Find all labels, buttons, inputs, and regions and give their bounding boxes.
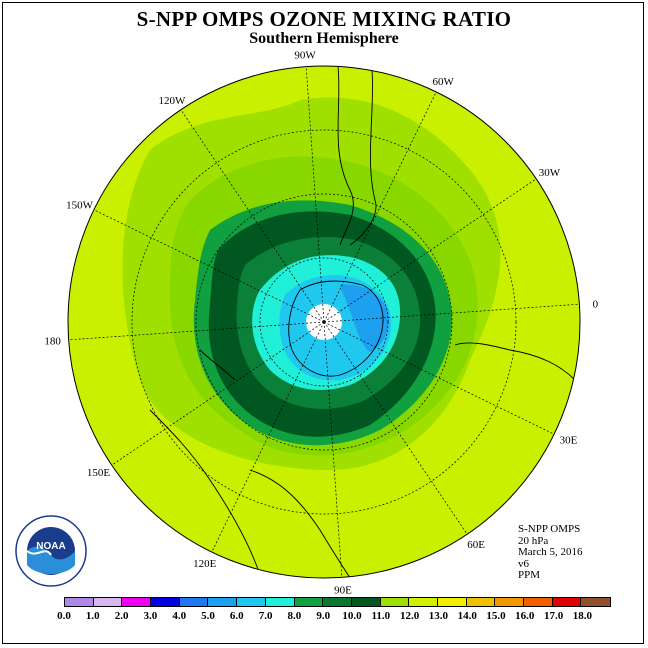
colorbar-swatch: [151, 598, 180, 606]
south-america-coast: [337, 66, 354, 246]
colorbar-swatch: [351, 598, 381, 606]
colorbar-swatch: [122, 598, 152, 606]
longitude-label: 120E: [193, 558, 217, 570]
map-boundary: [67, 65, 581, 579]
colorbar-tick-label: 18.0: [572, 610, 593, 622]
colorbar-tick-label: 4.0: [172, 610, 187, 622]
colorbar-swatch: [524, 598, 553, 606]
meridian-line: [211, 321, 325, 553]
colorbar-tick-label: 16.0: [515, 610, 535, 622]
australia-coast-west: [149, 409, 261, 576]
longitude-label: 0: [593, 298, 599, 310]
colorbar: [64, 597, 612, 607]
colorbar-tick-label: 0.0: [57, 610, 71, 622]
pressure-level-label: 20 hPa: [518, 534, 549, 547]
colorbar-tick-label: 14.0: [457, 610, 477, 622]
antarctica-coast: [288, 280, 384, 377]
map-title: S-NPP OMPS OZONE MIXING RATIO: [136, 7, 512, 31]
meridian-line: [93, 209, 325, 323]
colorbar-swatch: [380, 598, 410, 606]
latitude-circle: [195, 193, 453, 451]
colorbar-tick-label: 5.0: [201, 610, 215, 622]
info-block: S-NPP OMPS 20 hPa March 5, 2016 v6 PPM: [518, 523, 583, 582]
colorbar-swatch: [93, 598, 123, 606]
colorbar-tick-label: 7.0: [258, 610, 273, 622]
colorbar-swatch: [495, 598, 524, 606]
graticule: [68, 66, 580, 578]
colorbar-tick-label: 15.0: [486, 610, 506, 622]
colorbar-swatch: [466, 598, 496, 606]
colorbar-tick-labels: 0.0 1.0 2.0 3.0 4.0 5.0 6.0 7.0 8.0 9.0 10.0 11.0 12…: [0, 610, 648, 624]
latitude-circle: [131, 129, 517, 515]
meridian-line: [323, 178, 537, 323]
longitude-label: 30W: [539, 167, 561, 179]
colorbar-tick-label: 11.0: [371, 610, 391, 622]
noaa-logo-text: NOAA: [36, 541, 65, 552]
meridian-line: [323, 321, 468, 535]
colorbar-tick-label: 3.0: [143, 610, 158, 622]
colorbar-tick-label: 9.0: [316, 610, 331, 622]
longitude-label: 30E: [560, 434, 578, 446]
colorbar-swatch: [323, 598, 352, 606]
version-label: v6: [518, 557, 529, 570]
meridian-line: [323, 91, 437, 323]
longitude-label: 150W: [66, 200, 94, 212]
longitude-label: 90E: [334, 584, 352, 596]
colorbar-tick-label: 6.0: [229, 610, 244, 622]
map-subtitle: Southern Hemisphere: [249, 30, 399, 47]
units-label: PPM: [518, 569, 541, 581]
meridian-line: [323, 321, 343, 578]
colorbar-swatch: [65, 598, 94, 606]
africa-coast: [454, 342, 576, 381]
meridian-line: [68, 321, 325, 341]
longitude-label: 180: [44, 336, 61, 348]
colorbar-tick-label: 1.0: [85, 610, 100, 622]
colorbar-swatch: [265, 598, 295, 606]
instrument-label: S-NPP OMPS: [518, 523, 581, 535]
australia-coast-south: [249, 469, 351, 578]
colorbar-swatch: [294, 598, 324, 606]
colorbar-swatch: [208, 598, 238, 606]
colorbar-swatch: [437, 598, 467, 606]
colorbar-swatch: [237, 598, 266, 606]
longitude-label: 60W: [433, 76, 455, 88]
noaa-logo: NOAA: [15, 515, 87, 587]
meridian-line: [323, 303, 580, 323]
new-zealand-coast: [199, 349, 236, 381]
meridian-line: [111, 321, 325, 466]
colorbar-swatch: [179, 598, 209, 606]
coastlines: [149, 66, 576, 578]
colorbar-swatch: [409, 598, 438, 606]
longitude-label: 60E: [467, 539, 485, 551]
latitude-circle: [259, 257, 389, 387]
colorbar-tick-label: 12.0: [399, 610, 420, 622]
colorbar-swatch: [552, 598, 582, 606]
longitude-label: 90W: [294, 50, 316, 62]
colorbar-tick-label: 10.0: [342, 610, 362, 622]
south-america-coast-east: [349, 69, 377, 246]
colorbar-tick-label: 13.0: [428, 610, 449, 622]
colorbar-tick-label: 8.0: [287, 610, 302, 622]
meridian-line: [180, 109, 325, 323]
longitude-labels: 0 30E 60E 90E 120E 150E 180 150W 120W 90W 60W 30W: [44, 50, 598, 597]
date-label: March 5, 2016: [518, 546, 583, 558]
contour-4ppm: [340, 284, 390, 352]
meridian-line: [305, 66, 325, 323]
colorbar-tick-label: 2.0: [114, 610, 129, 622]
meridian-line: [323, 321, 555, 435]
longitude-label: 150E: [87, 467, 111, 479]
colorbar-swatch: [581, 598, 611, 606]
colorbar-tick-label: 17.0: [543, 610, 564, 622]
longitude-label: 120W: [158, 95, 186, 107]
